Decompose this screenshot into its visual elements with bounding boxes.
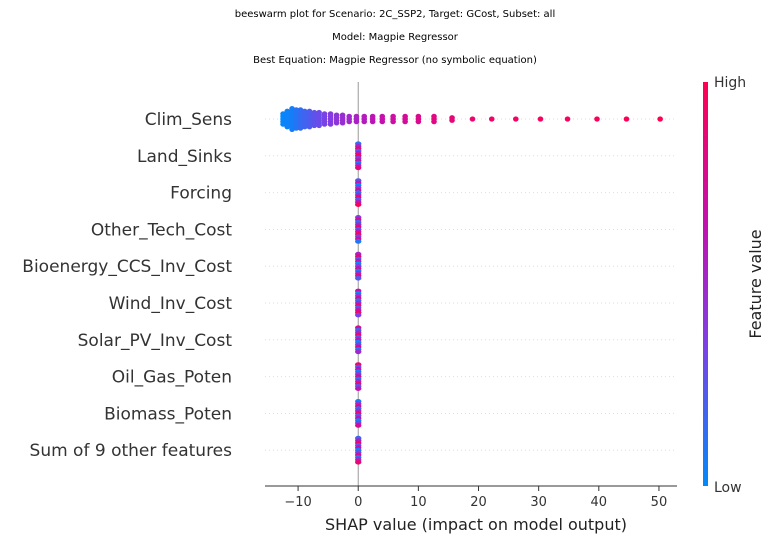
x-tick-label: 10: [410, 495, 427, 510]
shap-point: [594, 116, 600, 122]
shap-point: [657, 116, 663, 122]
shap-point: [623, 116, 630, 122]
shap-point: [321, 121, 328, 127]
colorbar: [703, 82, 708, 486]
shap-point: [311, 122, 318, 129]
shap-point: [293, 125, 300, 131]
shap-point: [488, 116, 495, 122]
feature-label: Oil_Gas_Poten: [112, 368, 232, 388]
shap-point: [415, 119, 422, 125]
shap-point: [280, 121, 286, 127]
shap-point: [390, 119, 396, 125]
shap-point: [402, 119, 408, 125]
shap-point: [361, 119, 368, 125]
colorbar-low-label: Low: [714, 480, 742, 496]
shap-point: [537, 116, 544, 122]
shap-point: [355, 459, 362, 465]
x-tick-label: 30: [530, 495, 547, 510]
shap-point: [289, 126, 295, 132]
feature-label: Forcing: [170, 184, 232, 204]
shap-point: [316, 122, 322, 129]
shap-point: [449, 117, 455, 123]
shap-point: [284, 124, 291, 130]
x-axis-ticks: −10 0 10 20 30 40 50: [284, 486, 667, 510]
feature-label: Biomass_Poten: [104, 404, 232, 424]
chart-title-model: Model: Magpie Regressor: [332, 32, 458, 43]
feature-label: Sum of 9 other features: [30, 441, 233, 461]
shap-point: [346, 119, 353, 125]
shap-point: [355, 239, 362, 244]
x-tick-label: −10: [284, 495, 311, 510]
feature-label: Land_Sinks: [137, 147, 232, 167]
shap-point: [469, 116, 476, 122]
shap-point: [379, 119, 386, 125]
shap-point: [355, 202, 362, 208]
shap-point: [333, 120, 340, 126]
shap-point: [431, 119, 437, 125]
shap-points: [280, 106, 663, 465]
x-tick-label: 50: [651, 495, 668, 510]
x-axis-label: SHAP value (impact on model output): [325, 515, 627, 534]
shap-point: [355, 349, 362, 355]
colorbar-title: Feature value: [746, 229, 765, 338]
shap-point: [369, 119, 376, 125]
shap-point: [355, 165, 362, 171]
shap-point: [355, 312, 362, 318]
shap-point: [339, 120, 346, 126]
shap-point: [513, 116, 519, 122]
feature-label: Bioenergy_CCS_Inv_Cost: [22, 257, 232, 277]
shap-point: [353, 119, 360, 125]
shap-point: [301, 124, 308, 130]
shap-point: [306, 124, 313, 130]
x-tick-label: 20: [470, 495, 487, 510]
feature-label: Wind_Inv_Cost: [109, 294, 233, 314]
shap-point: [297, 125, 304, 131]
feature-label: Other_Tech_Cost: [91, 220, 232, 240]
shap-point: [564, 116, 571, 122]
feature-label: Clim_Sens: [145, 110, 232, 130]
shap-point: [355, 423, 362, 428]
shap-point: [355, 275, 362, 281]
shap-point: [355, 386, 362, 391]
colorbar-high-label: High: [714, 75, 746, 91]
feature-labels: Clim_Sens Land_Sinks Forcing Other_Tech_Cos…: [22, 110, 232, 461]
feature-label: Solar_PV_Inv_Cost: [78, 331, 233, 351]
shap-point: [327, 121, 334, 127]
x-tick-label: 40: [591, 495, 608, 510]
x-tick-label: 0: [354, 495, 362, 510]
chart-title-scenario: beeswarm plot for Scenario: 2C_SSP2, Tar…: [234, 9, 556, 20]
row-gridlines: [265, 118, 677, 451]
chart-title-equation: Best Equation: Magpie Regressor (no symb…: [253, 55, 537, 66]
